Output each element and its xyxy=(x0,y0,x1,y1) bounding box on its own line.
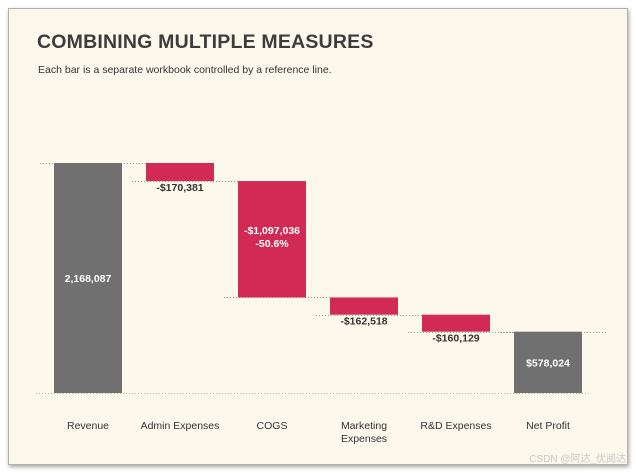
value-label-marketing-expenses: -$162,518 xyxy=(340,316,387,328)
value-label-cogs: -$1,097,036 xyxy=(244,225,300,237)
percent-label-cogs: -50.6% xyxy=(255,238,289,250)
category-label-marketing-expenses: Marketing Expenses xyxy=(341,420,387,445)
bar-net-profit xyxy=(514,331,582,393)
category-label-randd-expenses: R&D Expenses xyxy=(420,420,491,432)
chart-title: COMBINING MULTIPLE MEASURES xyxy=(37,31,374,53)
chart-subtitle: Each bar is a separate workbook controll… xyxy=(38,64,332,76)
value-label-revenue: 2,168,087 xyxy=(65,273,112,285)
bar-randd-expenses xyxy=(422,314,490,332)
bar-admin-expenses xyxy=(146,163,214,182)
bar-marketing-expenses xyxy=(330,297,398,315)
bar-cogs xyxy=(238,181,306,298)
watermark: CSDN @阿达_优阅达 xyxy=(529,454,626,465)
value-label-net-profit: $578,024 xyxy=(526,357,570,369)
value-label-randd-expenses: -$160,129 xyxy=(432,333,479,345)
category-label-admin-expenses: Admin Expenses xyxy=(141,420,220,432)
value-label-admin-expenses: -$170,381 xyxy=(156,182,203,194)
bar-revenue xyxy=(54,163,122,393)
category-label-net-profit: Net Profit xyxy=(526,420,570,432)
category-label-cogs: COGS xyxy=(257,420,288,432)
category-label-revenue: Revenue xyxy=(67,420,109,432)
